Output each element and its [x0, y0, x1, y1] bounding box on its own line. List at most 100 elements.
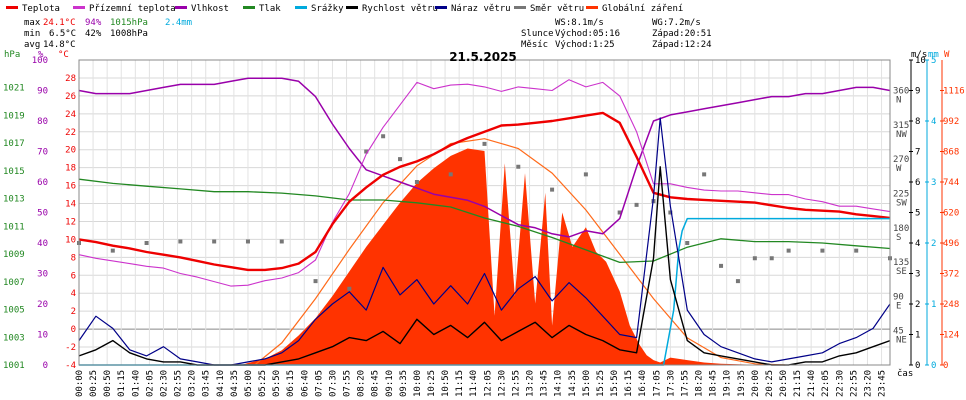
- x-tick-label: 03:20: [188, 370, 198, 397]
- temp-tick-label: -4: [65, 361, 76, 371]
- legend-swatch: [346, 6, 358, 9]
- wind-direction-marker: [414, 180, 419, 184]
- x-tick-labels: 00:00 00:25 00:50 01:15 01:40 02:05 02:30 02:55…: [75, 370, 888, 397]
- sun-label: Slunce: [521, 29, 554, 39]
- pressure-tick-label: 1015: [3, 167, 25, 177]
- series-temperature-line: [78, 111, 891, 272]
- legend-swatch: [73, 6, 85, 9]
- pressure-tick-label: 1011: [3, 222, 25, 232]
- rain-tick-label: 2: [931, 239, 936, 249]
- stat-avg-temp: 14.8°C: [43, 40, 76, 50]
- direction-tick-label: 45: [893, 327, 904, 337]
- x-tick-label: 16:15: [624, 370, 634, 397]
- unit-pressure: hPa: [4, 50, 20, 60]
- x-tick-label: 21:15: [793, 370, 803, 397]
- rain-tick-label: 0: [931, 361, 936, 371]
- x-tick-label: 10:25: [427, 370, 437, 397]
- x-tick-label: 05:00: [244, 370, 254, 397]
- temp-tick-label: 22: [65, 128, 76, 138]
- x-tick-label: 15:00: [582, 370, 592, 397]
- temp-tick-label: 12: [65, 217, 76, 227]
- rain-tick-label: 3: [931, 178, 936, 188]
- legend-swatch: [175, 6, 187, 9]
- legend-swatch: [6, 6, 18, 9]
- wind-direction-marker: [550, 187, 555, 192]
- wind-direction-marker: [279, 239, 284, 244]
- wind-direction-marker: [482, 141, 487, 146]
- direction-name-label: SE: [896, 267, 907, 277]
- moonrise: Východ:1:25: [555, 40, 615, 50]
- radiation-tick-label: 620: [943, 209, 959, 219]
- temp-tick-label: 26: [65, 92, 76, 102]
- wind-direction-marker: [668, 210, 673, 215]
- wind-direction-marker: [448, 172, 453, 177]
- stat-min-hum: 42%: [85, 29, 102, 39]
- wind-tick-label: 8: [915, 117, 920, 127]
- pressure-tick-label: 1021: [3, 84, 25, 94]
- legend-label: Náraz větru: [451, 4, 511, 14]
- wind-direction-marker: [516, 164, 521, 169]
- chart-title: 21.5.2025: [449, 50, 517, 64]
- direction-name-label: S: [896, 233, 901, 243]
- stat-max-rain: 2.4mm: [165, 18, 192, 28]
- wind-direction-marker: [735, 279, 740, 284]
- x-tick-label: 21:40: [807, 370, 817, 397]
- direction-name-label: SW: [896, 198, 907, 208]
- radiation-tick-label: 248: [943, 300, 959, 310]
- stat-avg-label: avg: [24, 40, 40, 50]
- wind-tick-label: 5: [915, 209, 920, 219]
- x-tick-label: 01:40: [131, 370, 141, 397]
- humidity-tick-label: 40: [37, 239, 48, 249]
- radiation-tick-label: 992: [943, 117, 959, 127]
- astro-info: WS:8.1m/s WG:7.2m/s Slunce Východ:05:16 …: [521, 18, 712, 50]
- legend-label: Rychlost větru: [362, 4, 438, 14]
- wind-direction-marker: [110, 248, 115, 253]
- stat-max-label: max: [24, 18, 41, 28]
- humidity-tick-label: 60: [37, 178, 48, 188]
- pressure-tick-label: 1007: [3, 278, 25, 288]
- x-tick-label: 12:30: [497, 370, 507, 397]
- wind-direction-marker: [752, 256, 757, 261]
- wind-direction-marker: [583, 172, 588, 177]
- humidity-tick-label: 10: [37, 331, 48, 341]
- stat-min-press: 1008hPa: [110, 29, 148, 39]
- temp-tick-label: 2: [71, 307, 76, 317]
- wind-direction-marker: [381, 134, 386, 139]
- wind-speed-max: WS:8.1m/s: [555, 18, 604, 28]
- rain-tick-label: 4: [931, 117, 936, 127]
- radiation-tick-label: 744: [943, 178, 959, 188]
- temp-tick-label: 0: [71, 325, 76, 335]
- legend-label: Globální záření: [602, 4, 683, 14]
- x-tick-label: 23:20: [863, 370, 873, 397]
- x-tick-label: 12:55: [511, 370, 521, 397]
- wind-direction-marker: [634, 202, 639, 207]
- legend-label: Přízemní teplota: [89, 4, 176, 14]
- radiation-layer: [79, 138, 890, 366]
- x-tick-label: 13:45: [540, 370, 550, 397]
- x-tick-label: 11:15: [455, 370, 465, 397]
- temp-tick-label: 10: [65, 235, 76, 245]
- humidity-tick-label: 0: [43, 361, 48, 371]
- x-tick-label: 07:55: [343, 370, 353, 397]
- wind-direction-marker: [313, 279, 318, 284]
- wind-tick-label: 4: [915, 239, 920, 249]
- x-tick-label: 20:00: [751, 370, 761, 397]
- x-tick-label: 01:15: [117, 370, 127, 397]
- pressure-tick-label: 1009: [3, 250, 25, 260]
- wind-direction-marker: [212, 239, 217, 244]
- x-tick-label: 05:50: [272, 370, 282, 397]
- pressure-tick-label: 1001: [3, 361, 25, 371]
- x-tick-label: 10:00: [413, 370, 423, 397]
- x-tick-label: 13:20: [526, 370, 536, 397]
- direction-tick-label: 315: [893, 121, 909, 131]
- x-tick-label: 08:20: [357, 370, 367, 397]
- direction-name-label: NE: [896, 336, 907, 346]
- x-tick-label: 22:55: [849, 370, 859, 397]
- rain-tick-label: 5: [931, 56, 936, 66]
- legend-label: Tlak: [259, 4, 281, 14]
- wind-tick-label: 10: [915, 56, 926, 66]
- direction-name-label: NW: [896, 130, 907, 140]
- stat-max-press: 1015hPa: [110, 18, 148, 28]
- legend-swatch: [586, 6, 598, 9]
